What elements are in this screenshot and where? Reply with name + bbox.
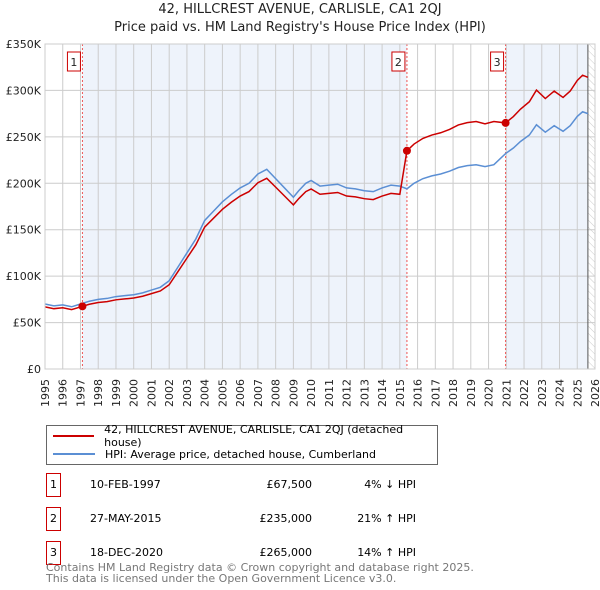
- x-tick-label: 2010: [305, 379, 318, 407]
- x-tick-label: 2015: [394, 379, 407, 407]
- x-tick-label: 2025: [571, 379, 584, 407]
- x-tick-label: 2014: [376, 379, 389, 407]
- sale-marker-box: [391, 51, 406, 72]
- sale-point: [402, 146, 411, 155]
- legend-swatch: [53, 435, 95, 437]
- x-tick-label: 2023: [536, 379, 549, 407]
- x-tick-label: 2024: [554, 379, 567, 407]
- sale-row: 3 18-DEC-2020 £265,000 14% ↑ HPI: [46, 541, 446, 565]
- sale-price: £235,000: [259, 512, 313, 525]
- sale-marker-box: [490, 51, 505, 72]
- y-tick-label: £150K: [6, 224, 42, 237]
- x-tick-label: 2007: [252, 379, 265, 407]
- sale-date: 10-FEB-1997: [90, 478, 161, 491]
- future-hatch: [587, 44, 595, 369]
- line-chart: 1995 1996 1997 1998 1999 2000 2001 2002 2003 2004…: [6, 38, 600, 407]
- footer-line: This data is licensed under the Open Gov…: [46, 572, 397, 585]
- x-tick-label: 2004: [199, 379, 212, 407]
- legend-item-property: 42, HILLCREST AVENUE, CARLISLE, CA1 2QJ …: [53, 423, 437, 449]
- x-tick-label: 1999: [110, 379, 123, 407]
- x-tick-label: 2009: [287, 379, 300, 407]
- sale-price: £67,500: [266, 478, 313, 491]
- y-tick-label: £0: [27, 363, 41, 376]
- y-tick-label: £250K: [6, 131, 42, 144]
- footer: Contains HM Land Registry data © Crown c…: [46, 562, 474, 584]
- legend-swatch: [53, 453, 95, 455]
- x-tick-label: 2019: [465, 379, 478, 407]
- chart-title: 42, HILLCREST AVENUE, CARLISLE, CA1 2QJ: [158, 2, 442, 17]
- x-tick-label: 2006: [234, 379, 247, 407]
- x-tick-label: 2018: [447, 379, 460, 407]
- shaded-period: [82, 44, 407, 369]
- sale-row: 1 10-FEB-1997 £67,500 4% ↓ HPI: [46, 473, 446, 497]
- sale-point: [501, 118, 510, 127]
- x-tick-label: 2021: [500, 379, 513, 407]
- sale-marker-label: 2: [395, 56, 402, 69]
- sale-date: 18-DEC-2020: [90, 546, 164, 559]
- hpi-line: [44, 110, 589, 308]
- x-tick-label: 2011: [323, 379, 336, 407]
- x-tick-label: 1996: [57, 379, 70, 407]
- sale-point: [78, 302, 87, 311]
- plot-border: [44, 43, 596, 370]
- legend: 42, HILLCREST AVENUE, CARLISLE, CA1 2QJ …: [46, 423, 438, 465]
- sale-price: £265,000: [259, 546, 313, 559]
- sale-marker-label: 3: [494, 56, 501, 69]
- sale-marker-badge: 3: [46, 541, 61, 565]
- y-tick-label: £350K: [6, 38, 42, 51]
- sale-marker-label: 1: [70, 56, 77, 69]
- sale-hpi-diff: 14% ↑ HPI: [357, 546, 416, 559]
- y-tick-label: £300K: [6, 84, 42, 97]
- sale-marker-box: [66, 51, 81, 72]
- x-tick-label: 2020: [483, 379, 496, 407]
- x-tick-label: 2003: [181, 379, 194, 407]
- sale-marker-badge: 2: [46, 507, 61, 531]
- x-tick-label: 2017: [429, 379, 442, 407]
- chart-subtitle: Price paid vs. HM Land Registry's House …: [114, 20, 486, 35]
- y-tick-label: £50K: [13, 317, 42, 330]
- x-tick-label: 1998: [92, 379, 105, 407]
- legend-label: 42, HILLCREST AVENUE, CARLISLE, CA1 2QJ …: [104, 423, 404, 449]
- x-tick-label: 2016: [412, 379, 425, 407]
- x-tick-label: 2002: [163, 379, 176, 407]
- sale-hpi-diff: 4% ↓ HPI: [364, 478, 416, 491]
- footer-line: Contains HM Land Registry data © Crown c…: [46, 561, 474, 574]
- sale-date: 27-MAY-2015: [90, 512, 162, 525]
- x-tick-label: 2013: [358, 379, 371, 407]
- y-tick-label: £100K: [6, 270, 42, 283]
- legend-label: HPI: Average price, detached house, Cumb…: [105, 447, 377, 461]
- x-tick-label: 1995: [39, 379, 52, 407]
- sale-row: 2 27-MAY-2015 £235,000 21% ↑ HPI: [46, 507, 446, 531]
- y-tick-label: £200K: [6, 177, 42, 190]
- sale-hpi-diff: 21% ↑ HPI: [357, 512, 416, 525]
- legend-item-hpi: HPI: Average price, detached house, Cumb…: [53, 446, 376, 462]
- x-tick-label: 2000: [128, 379, 141, 407]
- shaded-period: [505, 44, 588, 369]
- x-tick-label: 2001: [145, 379, 158, 407]
- x-tick-label: 2005: [216, 379, 229, 407]
- sale-marker-badge: 1: [46, 473, 61, 497]
- x-tick-label: 2008: [270, 379, 283, 407]
- x-tick-label: 1997: [74, 379, 87, 407]
- x-tick-label: 2022: [518, 379, 531, 407]
- x-tick-label: 2012: [341, 379, 354, 407]
- x-tick-label: 2026: [589, 379, 600, 407]
